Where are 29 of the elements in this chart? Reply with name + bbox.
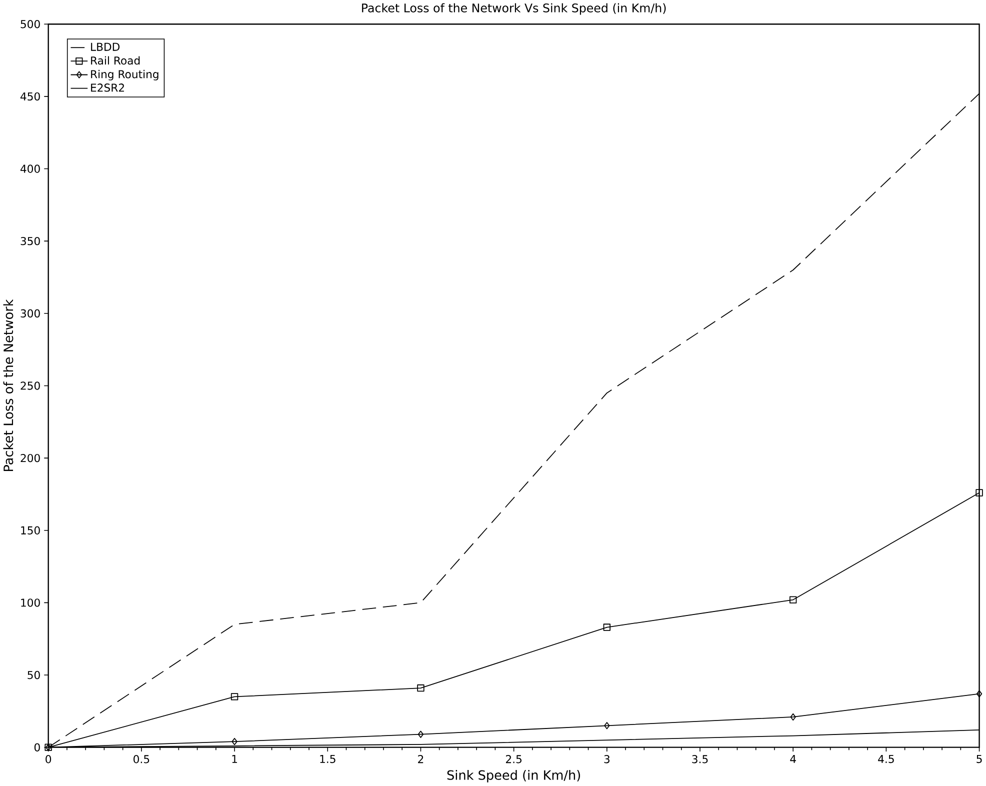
y-tick-label: 250 xyxy=(20,382,40,390)
y-tick-label: 0 xyxy=(34,743,40,752)
x-tick-label: 5 xyxy=(976,755,982,764)
y-tick-label: 450 xyxy=(20,92,40,101)
chart-title: Packet Loss of the Network Vs Sink Speed (in Km/h) xyxy=(362,3,666,15)
x-tick-label: 4.5 xyxy=(878,755,894,764)
y-tick-label: 300 xyxy=(20,309,40,318)
x-tick-label: 4 xyxy=(790,755,796,764)
x-tick-label: 0 xyxy=(46,755,52,764)
y-tick-label: 350 xyxy=(20,237,40,246)
legend-label: Ring Routing xyxy=(91,70,158,81)
y-tick-label: 50 xyxy=(28,671,40,680)
y-tick-label: 150 xyxy=(21,526,40,535)
x-tick-label: 1 xyxy=(232,755,237,764)
x-tick-label: 0.5 xyxy=(134,755,150,764)
x-tick-label: 3.5 xyxy=(692,755,708,764)
y-tick-label: 200 xyxy=(20,454,40,462)
x-axis-title: Sink Speed (in Km/h) xyxy=(447,770,580,783)
y-axis-title: Packet Loss of the Network xyxy=(3,299,14,472)
legend-label: LBDD xyxy=(91,43,120,51)
x-tick-label: 2.5 xyxy=(506,755,522,764)
legend-label: E2SR2 xyxy=(91,84,124,92)
y-tick-label: 400 xyxy=(20,164,40,174)
legend-label: Rail Road xyxy=(91,56,140,65)
x-tick-label: 2 xyxy=(418,755,424,764)
y-tick-label: 500 xyxy=(20,20,40,28)
x-tick-label: 3 xyxy=(604,755,610,764)
y-tick-label: 100 xyxy=(21,598,40,607)
x-tick-label: 1.5 xyxy=(320,755,336,764)
